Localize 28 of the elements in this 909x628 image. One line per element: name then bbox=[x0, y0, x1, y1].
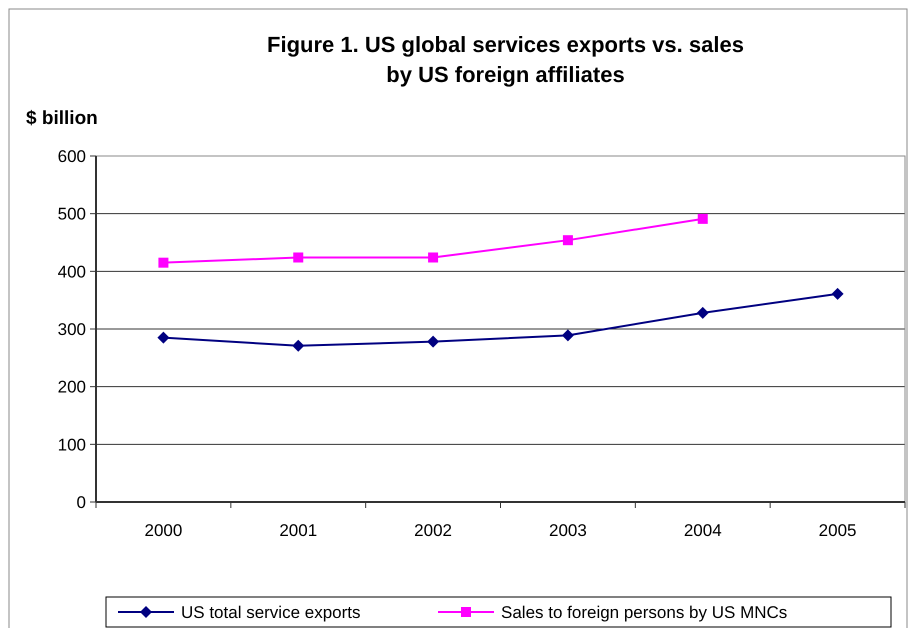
y-tick-label: 500 bbox=[58, 204, 86, 224]
y-axis-title: $ billion bbox=[26, 108, 98, 129]
chart-title: Figure 1. US global services exports vs. sales by US foreign affiliates bbox=[267, 32, 744, 87]
x-tick-label: 2000 bbox=[144, 521, 182, 540]
point bbox=[698, 214, 708, 224]
x-tick-label: 2001 bbox=[279, 521, 318, 540]
y-tick-label: 0 bbox=[76, 492, 86, 512]
y-tick-label: 300 bbox=[58, 320, 86, 339]
point bbox=[428, 252, 438, 262]
y-tick-label: 200 bbox=[58, 378, 86, 397]
point bbox=[158, 258, 168, 268]
x-tick-label: 2004 bbox=[684, 521, 722, 540]
x-tick-label: 2003 bbox=[549, 521, 587, 540]
point bbox=[562, 235, 573, 246]
y-tick-label: 600 bbox=[58, 146, 86, 166]
point bbox=[293, 252, 304, 262]
point bbox=[832, 288, 844, 300]
point bbox=[292, 340, 304, 352]
legend-label: Sales to foreign persons by US MNCs bbox=[501, 602, 788, 622]
y-tick-label: 400 bbox=[58, 262, 86, 282]
point bbox=[157, 332, 170, 344]
point bbox=[427, 336, 440, 348]
point bbox=[696, 306, 709, 319]
legend-label: US total service exports bbox=[181, 602, 361, 622]
x-tick-label: 2002 bbox=[414, 521, 452, 540]
y-tick-label: 100 bbox=[58, 435, 86, 454]
x-tick-label: 2005 bbox=[818, 521, 856, 540]
point bbox=[562, 329, 574, 342]
